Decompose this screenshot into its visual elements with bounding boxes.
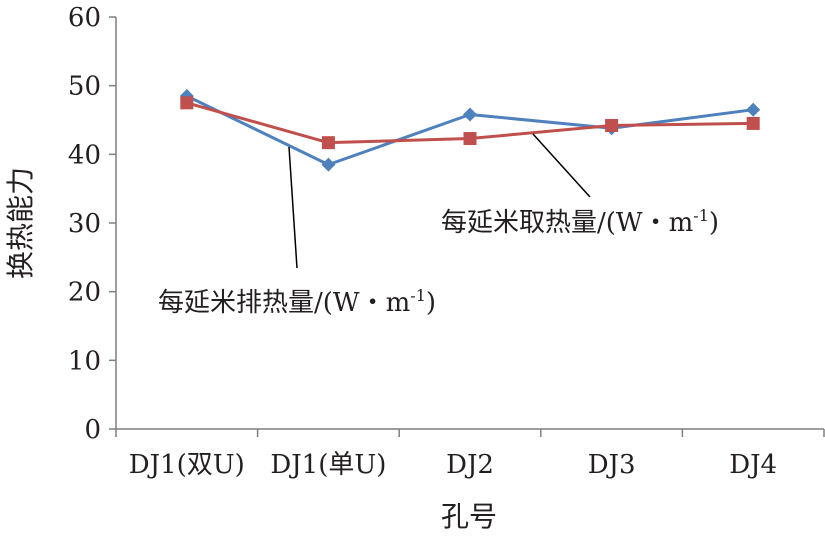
series-2	[180, 96, 760, 150]
series-line	[186, 94, 754, 167]
data-point-square	[605, 118, 619, 132]
x-tick-label: DJ1(双U)	[129, 450, 245, 480]
x-tick-label: DJ4	[729, 450, 777, 480]
x-tick-label: DJ1(单U)	[270, 450, 386, 480]
x-tick-label: DJ3	[588, 450, 636, 480]
annotation-label: 每延米取热量/(W・m-1)	[441, 206, 719, 238]
data-point-square	[463, 132, 477, 146]
series-layer	[179, 88, 761, 172]
x-tick-label: DJ2	[446, 450, 494, 480]
data-point-square	[180, 96, 194, 110]
annotation-label: 每延米排热量/(W・m-1)	[158, 286, 436, 318]
y-tick-label: 0	[84, 415, 101, 445]
y-tick-label: 40	[68, 140, 101, 170]
y-tick-label: 50	[68, 72, 101, 102]
y-tick-label: 20	[68, 278, 101, 308]
data-point-diamond	[463, 107, 477, 122]
annotations: 每延米取热量/(W・m-1) 每延米排热量/(W・m-1)	[158, 133, 719, 318]
annotation-leader-line	[288, 146, 298, 269]
y-axis-title: 换热能力	[4, 167, 37, 279]
data-point-square	[746, 116, 760, 130]
axes: 0 10 20 30 40 50 60 DJ1(双U) DJ1(单U) DJ2 DJ3 DJ4	[68, 3, 825, 480]
y-tick-label: 10	[68, 346, 101, 376]
x-axis-title: 孔号	[441, 500, 497, 533]
y-tick-label: 60	[68, 3, 101, 33]
data-point-diamond	[746, 102, 761, 117]
data-point-square	[321, 136, 335, 150]
data-point-diamond	[321, 157, 336, 172]
y-tick-label: 30	[68, 209, 101, 239]
annotation-leader-line	[532, 133, 591, 198]
series-1	[179, 88, 761, 172]
